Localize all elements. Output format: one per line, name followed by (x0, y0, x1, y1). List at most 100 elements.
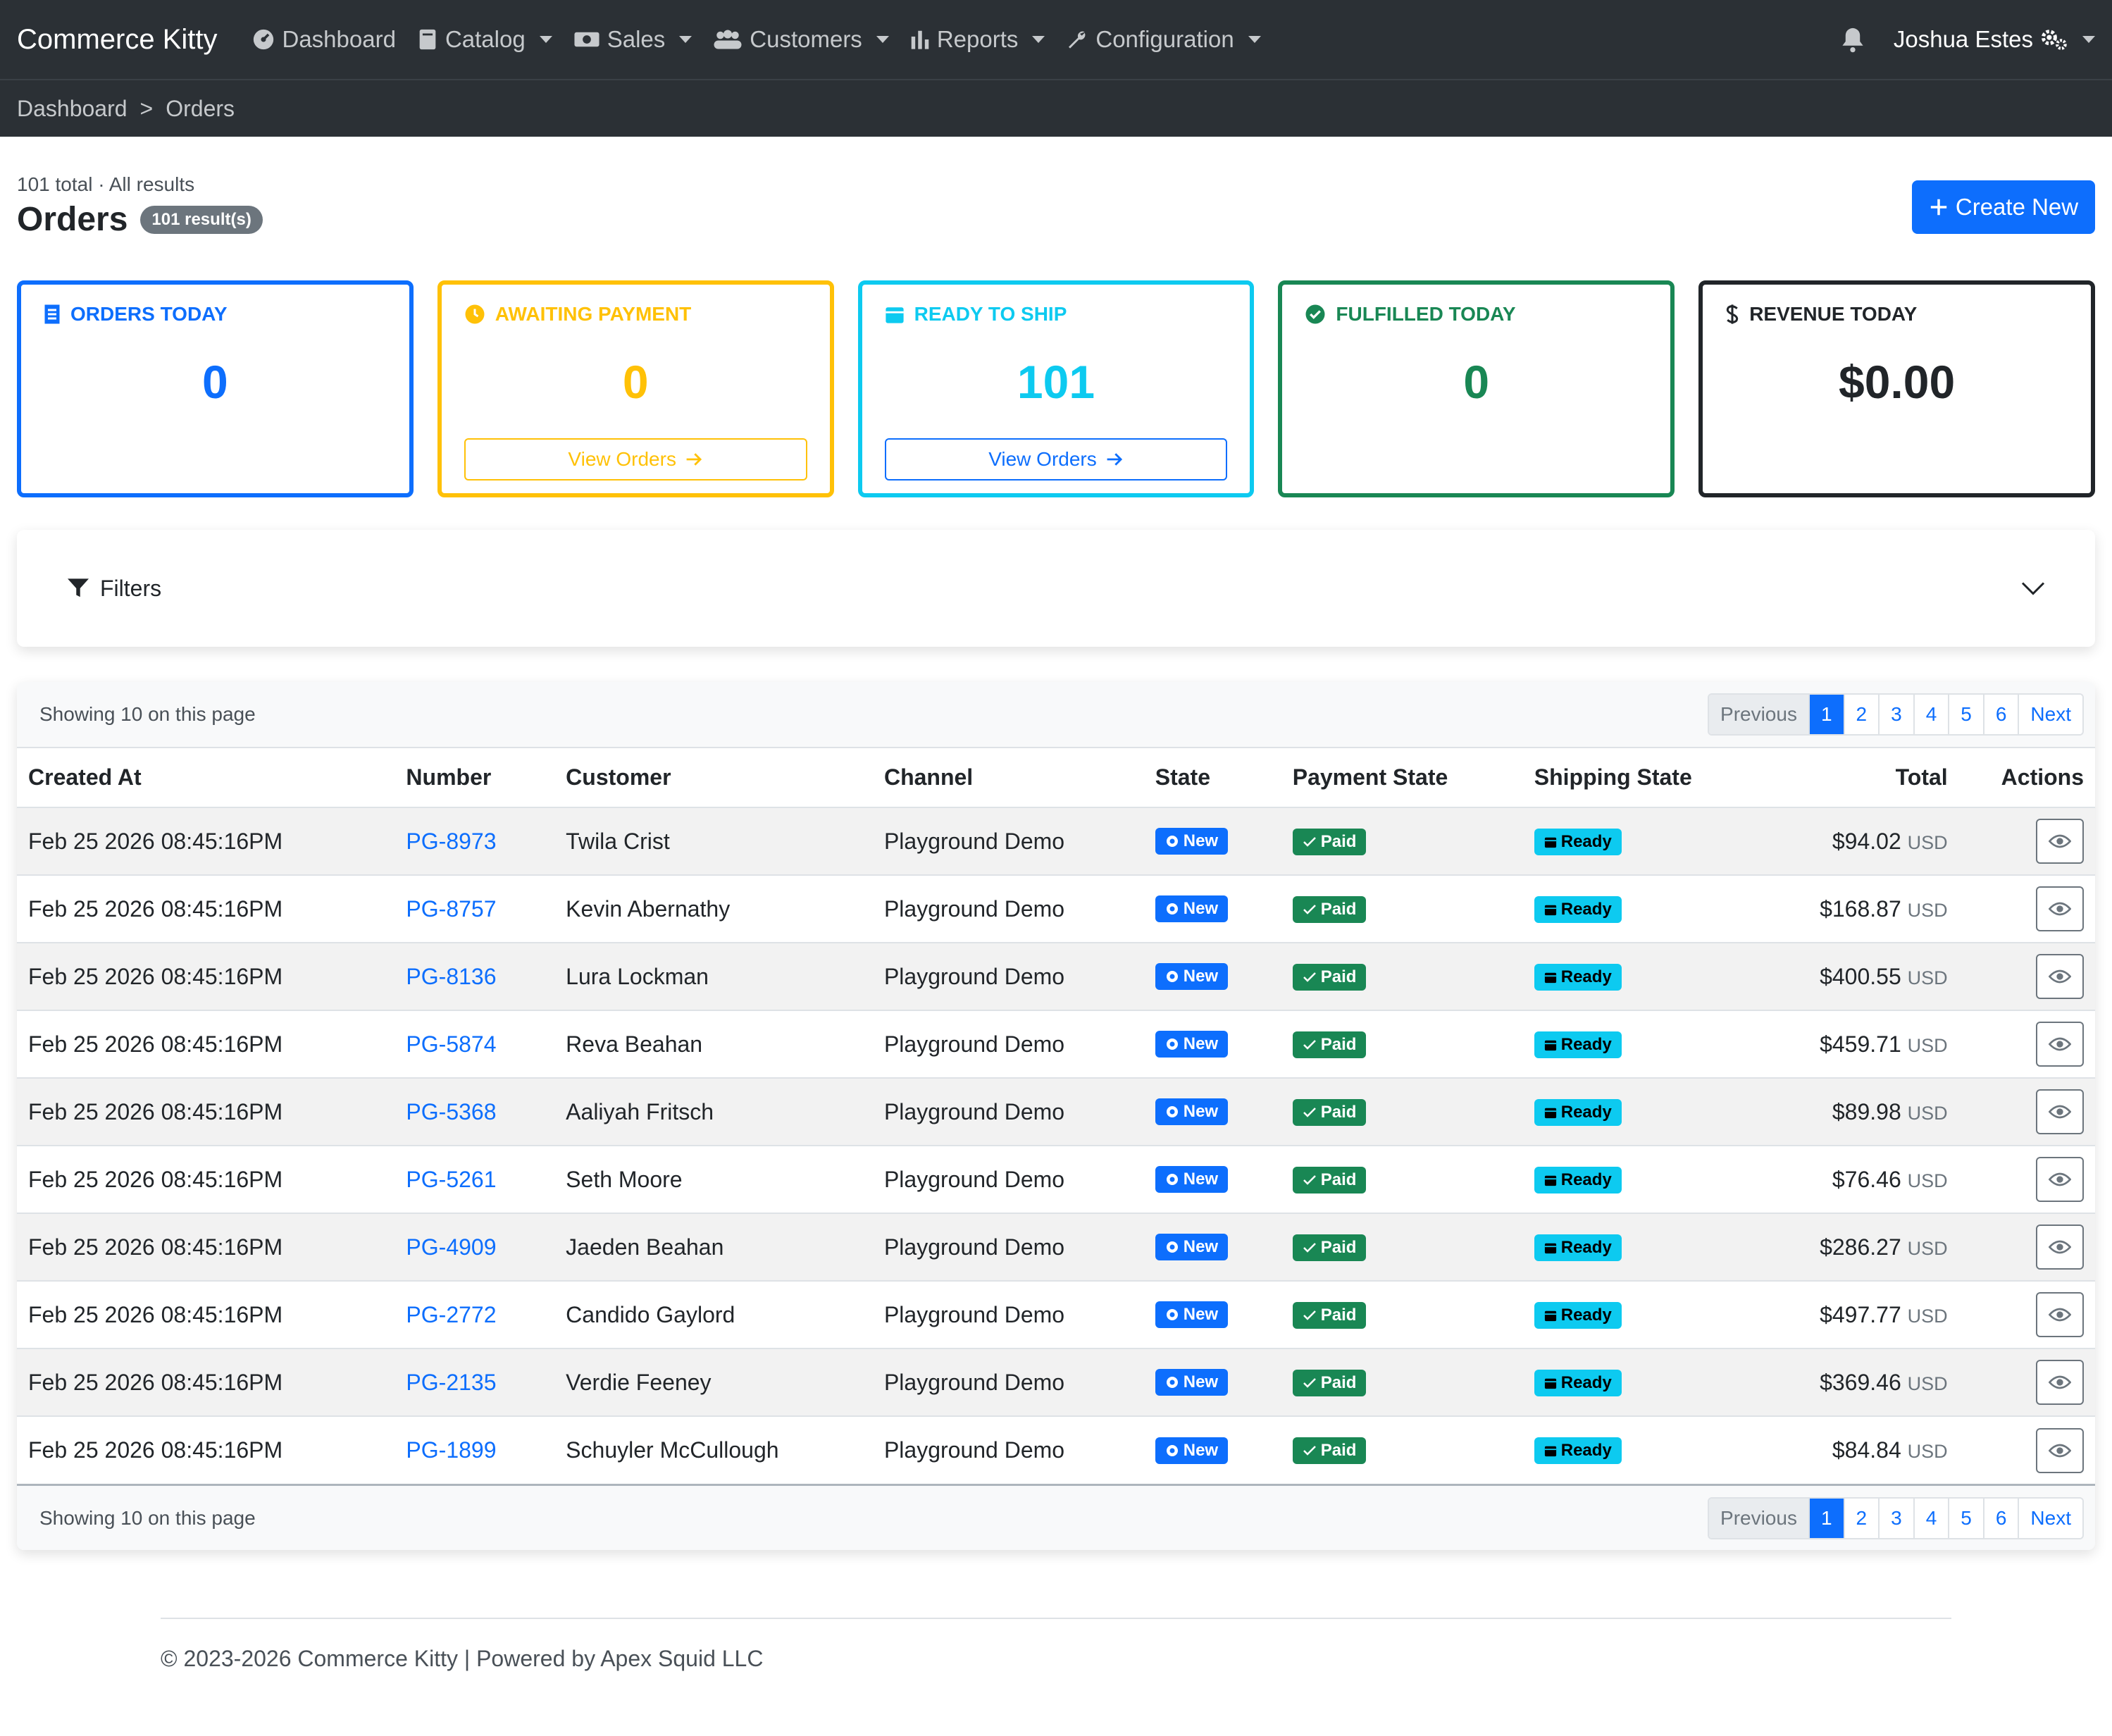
create-new-button[interactable]: Create New (1912, 180, 2095, 234)
cell-actions (1958, 1280, 2095, 1348)
nav-customers[interactable]: Customers (713, 26, 889, 53)
box-icon (1544, 1175, 1556, 1186)
bell-icon[interactable] (1840, 26, 1865, 53)
nav-reports[interactable]: Reports (910, 26, 1045, 53)
card-awaiting-payment: AWAITING PAYMENT 0 View Orders (437, 280, 834, 497)
shipping-badge-text: Ready (1560, 831, 1612, 851)
create-new-label: Create New (1955, 194, 2079, 220)
column-header-number[interactable]: Number (395, 748, 555, 808)
view-order-button[interactable] (2036, 1157, 2084, 1202)
view-order-button[interactable] (2036, 819, 2084, 864)
table-row: Feb 25 2026 08:45:16PM PG-5261 Seth Moore P… (17, 1145, 2095, 1213)
order-number-link[interactable]: PG-2772 (406, 1301, 497, 1327)
order-number-link[interactable]: PG-8973 (406, 828, 497, 854)
state-badge: New (1155, 1437, 1229, 1464)
pagination-page[interactable]: 4 (1913, 1498, 1949, 1538)
state-badge-text: New (1183, 1237, 1219, 1256)
nav-right: Joshua Estes (1840, 26, 2095, 53)
pagination-previous[interactable]: Previous (1709, 695, 1808, 734)
cell-customer: Lura Lockman (554, 942, 873, 1010)
check-icon (1303, 1174, 1316, 1185)
pagination-page[interactable]: 3 (1878, 695, 1913, 734)
check-icon (1303, 1242, 1316, 1253)
breadcrumb-home[interactable]: Dashboard (17, 95, 128, 121)
pagination-page[interactable]: 6 (1982, 1498, 2018, 1538)
circle-dot-icon (1166, 1377, 1178, 1388)
state-badge: New (1155, 963, 1229, 990)
order-number-link[interactable]: PG-5261 (406, 1166, 497, 1192)
showing-text: Showing 10 on this page (39, 703, 256, 725)
awaiting-payment-view-orders-button[interactable]: View Orders (464, 438, 807, 480)
state-badge: New (1155, 1234, 1229, 1260)
arrow-right-icon (686, 453, 702, 466)
cell-number: PG-5261 (395, 1145, 555, 1213)
card-revenue-today-text: REVENUE TODAY (1749, 303, 1918, 325)
view-orders-label: View Orders (568, 448, 676, 470)
nav-configuration[interactable]: Configuration (1066, 26, 1261, 53)
circle-dot-icon (1166, 903, 1178, 914)
pagination-next[interactable]: Next (2018, 695, 2082, 734)
pagination-page[interactable]: 3 (1878, 1498, 1913, 1538)
column-header-total[interactable]: Total (1746, 748, 1959, 808)
view-order-button[interactable] (2036, 1427, 2084, 1473)
order-number-link[interactable]: PG-8757 (406, 895, 497, 922)
column-header-channel[interactable]: Channel (872, 748, 1144, 808)
check-icon (1303, 1107, 1316, 1117)
pagination-previous[interactable]: Previous (1709, 1498, 1808, 1538)
nav-dashboard[interactable]: Dashboard (251, 26, 396, 53)
view-order-button[interactable] (2036, 1224, 2084, 1270)
view-order-button[interactable] (2036, 886, 2084, 931)
pagination-page[interactable]: 1 (1808, 695, 1844, 734)
order-number-link[interactable]: PG-2135 (406, 1369, 497, 1395)
total-currency: USD (1907, 1441, 1948, 1462)
pagination-page[interactable]: 2 (1843, 1498, 1879, 1538)
pagination-page[interactable]: 5 (1948, 695, 1983, 734)
cell-channel: Playground Demo (872, 942, 1144, 1010)
column-header-customer[interactable]: Customer (554, 748, 873, 808)
order-number-link[interactable]: PG-1899 (406, 1437, 497, 1463)
pagination-page[interactable]: 5 (1948, 1498, 1983, 1538)
pagination-page[interactable]: 4 (1913, 695, 1949, 734)
cell-total: $400.55 USD (1746, 942, 1959, 1010)
view-order-button[interactable] (2036, 1292, 2084, 1337)
cell-channel: Playground Demo (872, 1213, 1144, 1281)
state-badge: New (1155, 1031, 1229, 1058)
pagination-next[interactable]: Next (2018, 1498, 2082, 1538)
pagination-top: Previous 1 2 3 4 5 6 Next (1708, 693, 2084, 736)
chevron-down-icon[interactable] (2020, 581, 2046, 596)
filters-panel[interactable]: Filters (17, 530, 2095, 647)
table-top-bar: Showing 10 on this page Previous 1 2 3 4… (17, 682, 2095, 748)
cell-customer: Jaeden Beahan (554, 1213, 873, 1281)
column-header-created-at[interactable]: Created At (17, 748, 395, 808)
table-row: Feb 25 2026 08:45:16PM PG-5368 Aaliyah Fri… (17, 1077, 2095, 1146)
nav-sales[interactable]: Sales (573, 26, 692, 53)
order-number-link[interactable]: PG-5874 (406, 1031, 497, 1057)
ready-to-ship-view-orders-button[interactable]: View Orders (884, 438, 1228, 480)
brand-logo[interactable]: Commerce Kitty (17, 23, 218, 55)
orders-table: Created At Number Customer Channel State… (17, 748, 2095, 1484)
view-order-button[interactable] (2036, 954, 2084, 999)
order-number-link[interactable]: PG-5368 (406, 1098, 497, 1124)
pagination-page[interactable]: 1 (1808, 1498, 1844, 1538)
cell-payment-state: Paid (1281, 1010, 1523, 1078)
pagination-page[interactable]: 6 (1982, 695, 2018, 734)
total-amount: $400.55 (1820, 963, 1901, 989)
arrow-right-icon (1107, 453, 1122, 466)
user-menu[interactable]: Joshua Estes (1894, 26, 2095, 53)
view-order-button[interactable] (2036, 1360, 2084, 1405)
view-order-button[interactable] (2036, 1089, 2084, 1134)
table-row: Feb 25 2026 08:45:16PM PG-4909 Jaeden Beah… (17, 1213, 2095, 1281)
order-number-link[interactable]: PG-8136 (406, 963, 497, 989)
cell-customer: Candido Gaylord (554, 1280, 873, 1348)
pagination-page[interactable]: 2 (1843, 695, 1879, 734)
payment-badge-text: Paid (1320, 1237, 1357, 1257)
view-order-button[interactable] (2036, 1022, 2084, 1067)
nav-catalog[interactable]: Catalog (417, 26, 552, 53)
column-header-state[interactable]: State (1143, 748, 1281, 808)
circle-dot-icon (1166, 971, 1178, 982)
cell-customer: Kevin Abernathy (554, 874, 873, 943)
order-number-link[interactable]: PG-4909 (406, 1234, 497, 1260)
table-row: Feb 25 2026 08:45:16PM PG-8136 Lura Lockma… (17, 942, 2095, 1010)
column-header-payment-state[interactable]: Payment State (1281, 748, 1523, 808)
column-header-shipping-state[interactable]: Shipping State (1522, 748, 1747, 808)
